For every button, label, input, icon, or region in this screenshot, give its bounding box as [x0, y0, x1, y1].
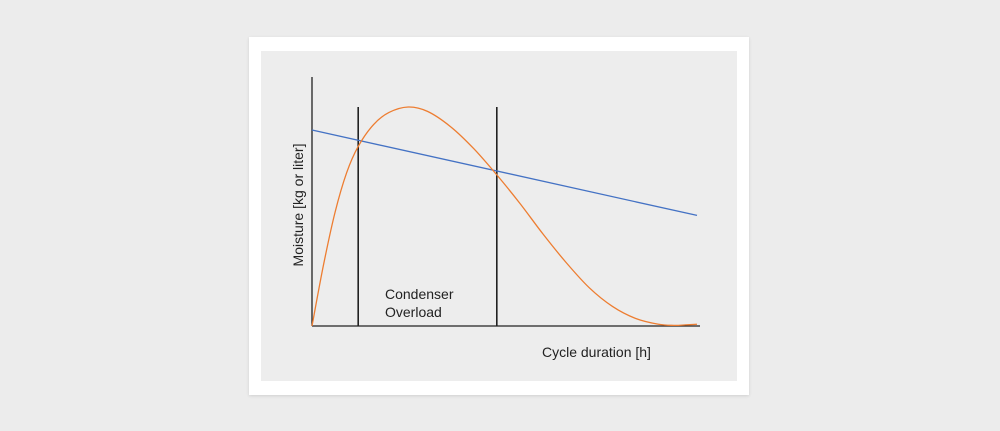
annotation-line-2: Overload [385, 304, 442, 320]
chart-card: Condenser Overload Cycle duration [h] Mo… [249, 37, 749, 395]
chart-svg: Condenser Overload Cycle duration [h] Mo… [290, 77, 700, 360]
series-line-1 [311, 129, 698, 217]
y-axis-label: Moisture [kg or liter] [290, 144, 306, 267]
series-group [311, 106, 698, 327]
vertical-markers [357, 107, 498, 326]
annotation-line-1: Condenser [385, 286, 454, 302]
series-line-2 [311, 106, 698, 327]
x-axis-label: Cycle duration [h] [542, 344, 651, 360]
